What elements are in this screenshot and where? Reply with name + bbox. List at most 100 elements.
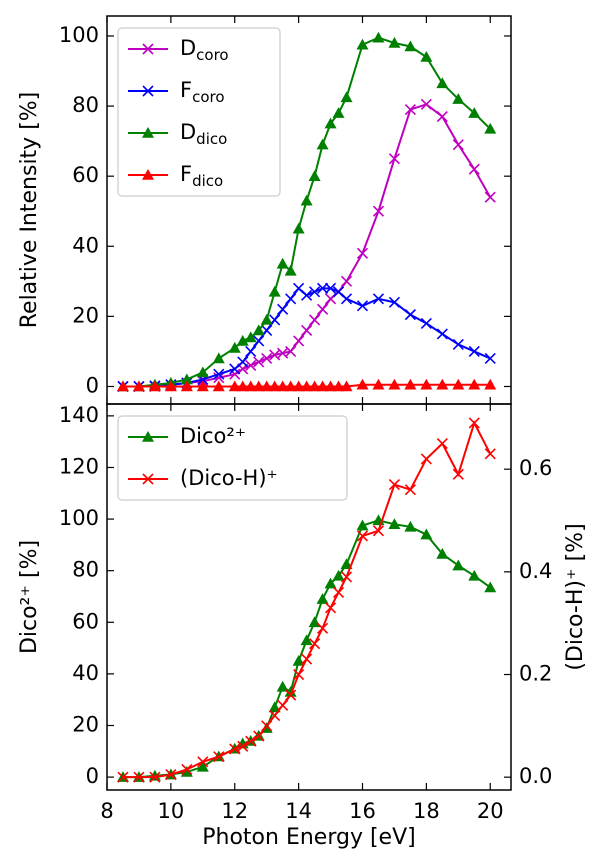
marker bbox=[212, 352, 225, 364]
marker bbox=[484, 122, 497, 134]
plot-area bbox=[116, 31, 497, 393]
marker bbox=[316, 380, 329, 392]
marker bbox=[340, 571, 353, 583]
x-tick-label: 8 bbox=[100, 799, 113, 823]
marker bbox=[261, 720, 273, 732]
marker bbox=[292, 380, 305, 392]
x-tick-label: 14 bbox=[285, 799, 312, 823]
marker bbox=[253, 730, 265, 742]
marker bbox=[132, 380, 145, 392]
legend-label: (Dico-H)⁺ bbox=[180, 466, 278, 490]
series-line bbox=[122, 286, 491, 388]
y-tick-label: 80 bbox=[72, 93, 99, 117]
marker bbox=[244, 380, 257, 392]
legend-name: (Dico-H)⁺ bbox=[180, 466, 278, 490]
marker bbox=[452, 338, 464, 350]
y-tick-label: 100 bbox=[59, 506, 99, 530]
marker bbox=[252, 380, 265, 392]
marker bbox=[301, 324, 313, 336]
legend-subscript: dico bbox=[192, 172, 223, 190]
y-tick-label: 140 bbox=[59, 403, 99, 427]
legend-marker bbox=[142, 473, 154, 485]
marker bbox=[372, 525, 385, 537]
marker bbox=[245, 735, 257, 747]
marker bbox=[308, 380, 321, 392]
marker bbox=[484, 352, 496, 365]
y-axis-label: Dico²⁺ [%] bbox=[17, 540, 42, 654]
marker bbox=[404, 40, 417, 52]
marker bbox=[260, 380, 273, 392]
marker bbox=[436, 437, 448, 450]
legend-marker bbox=[142, 169, 154, 180]
marker bbox=[268, 285, 281, 297]
marker bbox=[301, 289, 313, 301]
marker bbox=[436, 77, 449, 89]
marker bbox=[356, 300, 369, 312]
marker bbox=[148, 380, 161, 392]
marker bbox=[228, 341, 241, 353]
y-tick-label: 80 bbox=[72, 558, 99, 582]
legend-box bbox=[117, 27, 281, 197]
y2-tick-label: 0.6 bbox=[519, 456, 552, 480]
y-tick-label: 60 bbox=[72, 609, 99, 633]
marker bbox=[332, 380, 345, 392]
marker bbox=[468, 345, 480, 357]
marker bbox=[228, 380, 241, 392]
y-axis-label: Relative Intensity [%] bbox=[17, 92, 42, 329]
marker bbox=[404, 520, 417, 532]
axes-frame bbox=[106, 403, 512, 791]
legend-name: Dico²⁺ bbox=[180, 424, 246, 448]
marker bbox=[213, 368, 225, 380]
marker bbox=[404, 484, 416, 496]
marker bbox=[324, 380, 337, 392]
marker bbox=[317, 622, 329, 634]
marker bbox=[340, 293, 353, 305]
y-tick-label: 60 bbox=[72, 163, 99, 187]
marker bbox=[133, 771, 145, 783]
marker bbox=[356, 519, 369, 531]
marker bbox=[260, 313, 273, 325]
marker bbox=[436, 547, 449, 559]
marker bbox=[340, 380, 353, 392]
marker bbox=[468, 163, 480, 175]
marker bbox=[229, 743, 241, 755]
marker bbox=[436, 111, 448, 123]
marker bbox=[340, 558, 353, 570]
marker bbox=[468, 569, 481, 581]
marker bbox=[236, 380, 249, 392]
marker bbox=[308, 170, 321, 181]
marker bbox=[324, 577, 337, 589]
marker bbox=[181, 763, 193, 776]
y2-tick-label: 0.4 bbox=[519, 559, 552, 583]
legend-box bbox=[117, 415, 348, 501]
marker bbox=[268, 380, 281, 392]
marker bbox=[197, 756, 209, 768]
marker bbox=[277, 303, 289, 315]
marker bbox=[149, 771, 161, 783]
marker bbox=[356, 530, 369, 542]
marker bbox=[180, 380, 193, 392]
marker bbox=[388, 518, 401, 530]
marker bbox=[324, 602, 337, 614]
marker bbox=[452, 378, 465, 390]
marker bbox=[420, 51, 433, 62]
marker bbox=[284, 264, 297, 276]
marker bbox=[484, 191, 496, 203]
marker bbox=[372, 205, 385, 217]
marker bbox=[212, 380, 225, 392]
marker bbox=[452, 93, 465, 104]
y-tick-label: 20 bbox=[72, 303, 99, 327]
x-tick-label: 12 bbox=[221, 799, 248, 823]
legend-marker bbox=[142, 43, 154, 55]
marker bbox=[244, 331, 257, 343]
legend-label: Fcoro bbox=[180, 78, 225, 106]
y2-tick-label: 0.0 bbox=[519, 764, 552, 788]
marker bbox=[293, 668, 305, 681]
marker bbox=[468, 417, 480, 429]
marker bbox=[236, 334, 249, 346]
marker bbox=[324, 117, 337, 129]
marker bbox=[404, 309, 416, 321]
marker bbox=[484, 448, 496, 460]
marker bbox=[317, 303, 329, 315]
marker bbox=[436, 328, 448, 340]
